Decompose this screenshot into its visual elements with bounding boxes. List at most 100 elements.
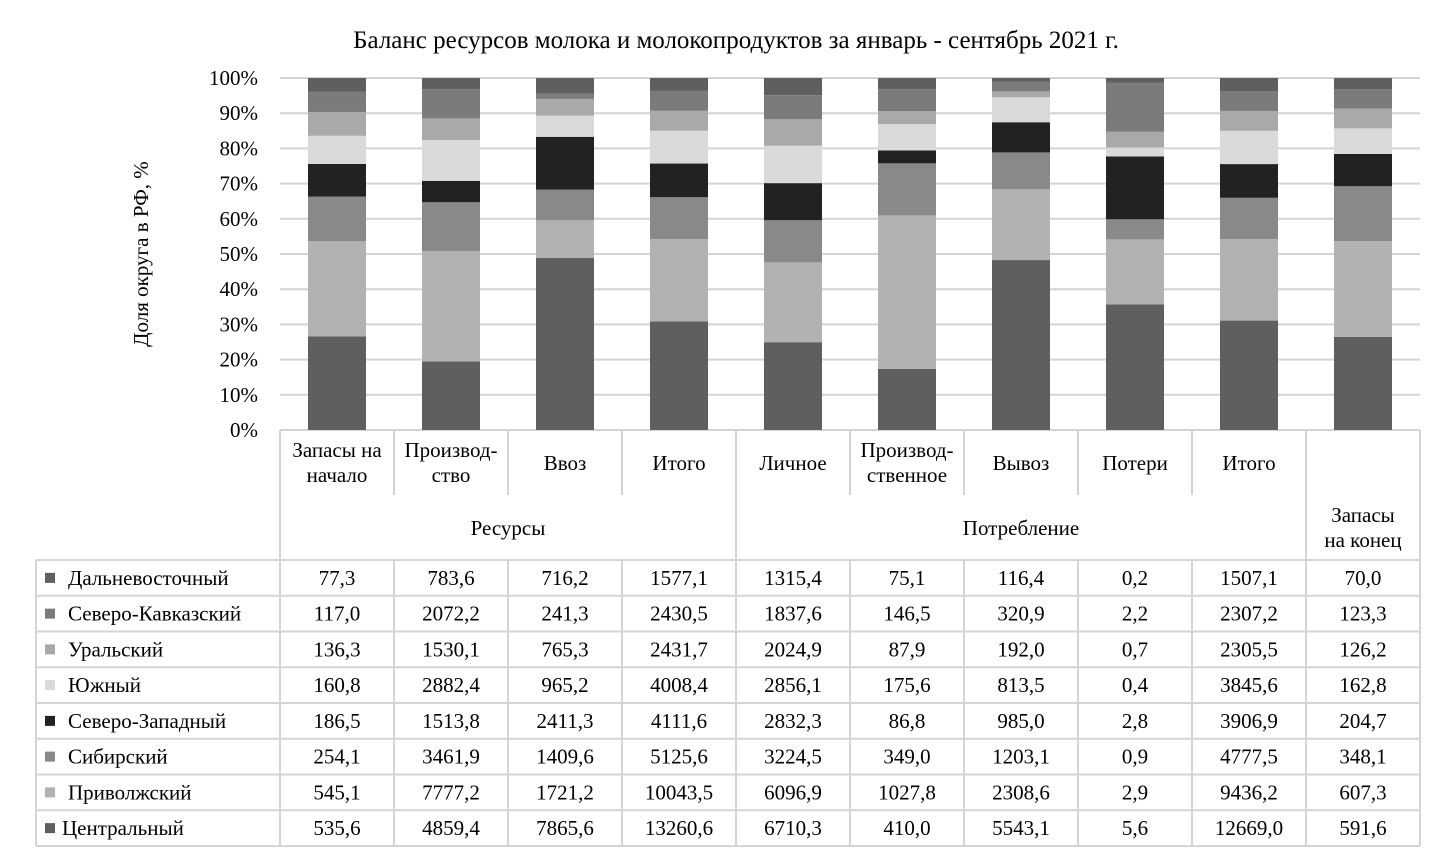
table-cell: 2072,2 — [422, 602, 480, 626]
table-cell: 4777,5 — [1220, 745, 1278, 769]
category-label: Итого — [1222, 451, 1275, 475]
table-cell: 254,1 — [313, 745, 360, 769]
table-cell: 116,4 — [998, 566, 1045, 590]
y-tick-label: 70% — [220, 172, 259, 196]
bar-segment — [878, 124, 936, 151]
bar-segment — [422, 361, 480, 430]
bar-segment — [650, 239, 708, 322]
data-table: Запасы на начало Производ-ство Ввоз Итого Лич… — [35, 430, 1421, 847]
bar-segment — [422, 118, 480, 141]
bar-segment — [650, 78, 708, 91]
table-cell: 9436,2 — [1220, 780, 1278, 804]
bar-segment — [536, 98, 594, 116]
category-label-line: Ввоз — [544, 451, 587, 475]
table-cell: 765,3 — [541, 637, 588, 661]
y-tick-labels: 0% 10% 20% 30% 40% 50% 60% 70% 80% 90% 100% — [209, 66, 258, 442]
legend-key — [45, 823, 55, 834]
legend-label: Уральский — [68, 637, 163, 661]
bar-segment — [422, 180, 480, 203]
table-cell: 410,0 — [883, 816, 930, 840]
y-tick-label: 90% — [220, 101, 259, 125]
table-cell: 204,7 — [1339, 709, 1386, 733]
bar-segment — [992, 189, 1050, 261]
bar-segment — [422, 78, 480, 90]
chart-title: Баланс ресурсов молока и молокопродуктов… — [353, 27, 1119, 54]
bar-segment — [1106, 304, 1164, 430]
legend-key — [45, 680, 55, 691]
bar-segment — [1334, 153, 1392, 187]
table-cell: 10043,5 — [645, 780, 713, 804]
bar-segment — [764, 78, 822, 96]
table-cell: 70,0 — [1345, 566, 1382, 590]
table-cell: 2411,3 — [537, 709, 594, 733]
bar-segment — [422, 140, 480, 181]
bar-segment — [1106, 219, 1164, 240]
table-cell: 175,6 — [883, 673, 930, 697]
bar-segment — [1220, 197, 1278, 240]
table-cell: 2882,4 — [422, 673, 480, 697]
bar-segment — [764, 342, 822, 430]
bar-segment — [1334, 186, 1392, 242]
table-cell: 1721,2 — [536, 780, 594, 804]
category-label: Итого — [652, 451, 705, 475]
group-label: Потребление — [963, 516, 1079, 540]
table-cell: 965,2 — [541, 673, 588, 697]
bar-segment — [308, 111, 366, 136]
bar-segment — [764, 145, 822, 184]
table-cell: 813,5 — [997, 673, 1044, 697]
category-label-line: Потери — [1102, 451, 1168, 475]
table-cell: 136,3 — [313, 637, 360, 661]
y-tick-label: 40% — [220, 277, 259, 301]
legend-key — [45, 787, 55, 798]
bar-segment — [536, 220, 594, 258]
bar-segment — [992, 152, 1050, 190]
table-cell: 160,8 — [313, 673, 360, 697]
table-cell: 783,6 — [427, 566, 474, 590]
group-label: Запасы на конец — [1324, 503, 1401, 552]
table-cell: 1577,1 — [650, 566, 708, 590]
table-cell: 6710,3 — [764, 816, 822, 840]
table-cell: 1837,6 — [764, 602, 822, 626]
bar-segment — [992, 81, 1050, 92]
bar-segment — [1106, 156, 1164, 220]
legend-label: Южный — [68, 673, 141, 697]
y-tick-label: 50% — [220, 242, 259, 266]
category-label: Ввоз — [544, 451, 587, 475]
group-label-line: Запасы — [1331, 503, 1395, 527]
bar-segment — [992, 260, 1050, 430]
bar-segment — [1334, 78, 1392, 90]
bar-segment — [650, 197, 708, 240]
table-cell: 1409,6 — [536, 745, 594, 769]
table-cell: 2,9 — [1122, 780, 1148, 804]
bar-segment — [992, 97, 1050, 123]
table-cell: 1513,8 — [422, 709, 480, 733]
legend-key — [45, 715, 55, 726]
bar-segment — [1106, 147, 1164, 157]
table-cell: 607,3 — [1339, 780, 1386, 804]
table-cell: 2832,3 — [764, 709, 822, 733]
category-label-line: Производ- — [404, 438, 497, 462]
table-cell: 2856,1 — [764, 673, 822, 697]
bar-segment — [878, 89, 936, 112]
group-label: Ресурсы — [471, 516, 546, 540]
table-cell: 1315,4 — [764, 566, 822, 590]
bar-segment — [650, 90, 708, 111]
bar-segment — [764, 262, 822, 343]
group-label-line: Потребление — [963, 516, 1079, 540]
table-cell: 2,8 — [1122, 709, 1148, 733]
bar-segment — [992, 91, 1050, 98]
table-cell: 117,0 — [314, 602, 360, 626]
category-label-line: Вывоз — [993, 451, 1050, 475]
y-tick-label: 30% — [220, 312, 259, 336]
legend-label: Северо-Кавказский — [68, 602, 241, 626]
table-cell: 75,1 — [889, 566, 926, 590]
table-cell: 1203,1 — [992, 745, 1050, 769]
table-cell: 146,5 — [883, 602, 930, 626]
bar-segment — [650, 163, 708, 198]
table-cell: 87,9 — [889, 637, 926, 661]
table-cell: 2024,9 — [764, 637, 822, 661]
y-tick-label: 60% — [220, 207, 259, 231]
category-label-line: Запасы на — [292, 438, 382, 462]
category-label-line: Итого — [1222, 451, 1275, 475]
